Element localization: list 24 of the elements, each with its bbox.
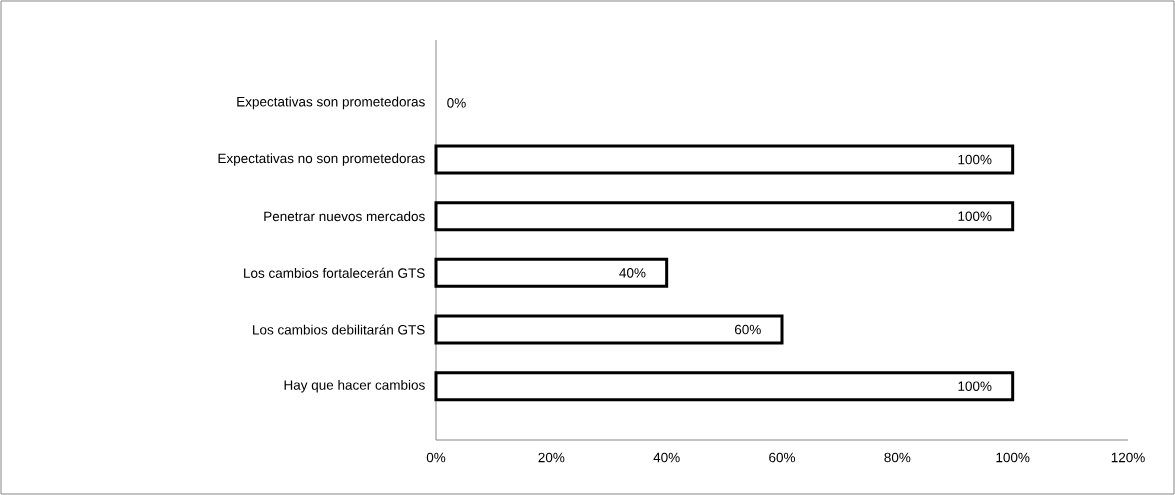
bar — [434, 201, 1015, 232]
x-tick-label: 80% — [884, 452, 911, 463]
x-tick-label: 0% — [426, 452, 446, 463]
x-tick-label: 20% — [538, 452, 565, 463]
data-label: 100% — [958, 211, 992, 221]
data-label: 100% — [958, 381, 992, 391]
x-tick-label: 40% — [653, 452, 680, 463]
y-tick-label: Expectativas no son prometedoras — [218, 153, 425, 166]
y-tick-label: Hay que hacer cambios — [284, 379, 425, 393]
y-tick-label: Penetrar nuevos mercados — [264, 211, 425, 222]
bar — [434, 371, 1015, 402]
x-tick-label: 120% — [1111, 452, 1145, 463]
data-label: 100% — [958, 154, 992, 165]
y-tick-label: Expectativas son prometedoras — [237, 96, 425, 110]
data-label: 60% — [734, 324, 761, 335]
data-label: 0% — [447, 98, 466, 108]
x-tick-label: 60% — [769, 452, 796, 463]
bar — [434, 314, 784, 345]
data-label: 40% — [619, 268, 646, 278]
y-tick-label: Los cambios fortalecerán GTS — [244, 267, 425, 278]
y-tick-label: Los cambios debilitarán GTS — [253, 324, 425, 335]
bar — [434, 144, 1015, 175]
x-tick-label: 100% — [996, 452, 1030, 463]
bar — [434, 257, 669, 288]
